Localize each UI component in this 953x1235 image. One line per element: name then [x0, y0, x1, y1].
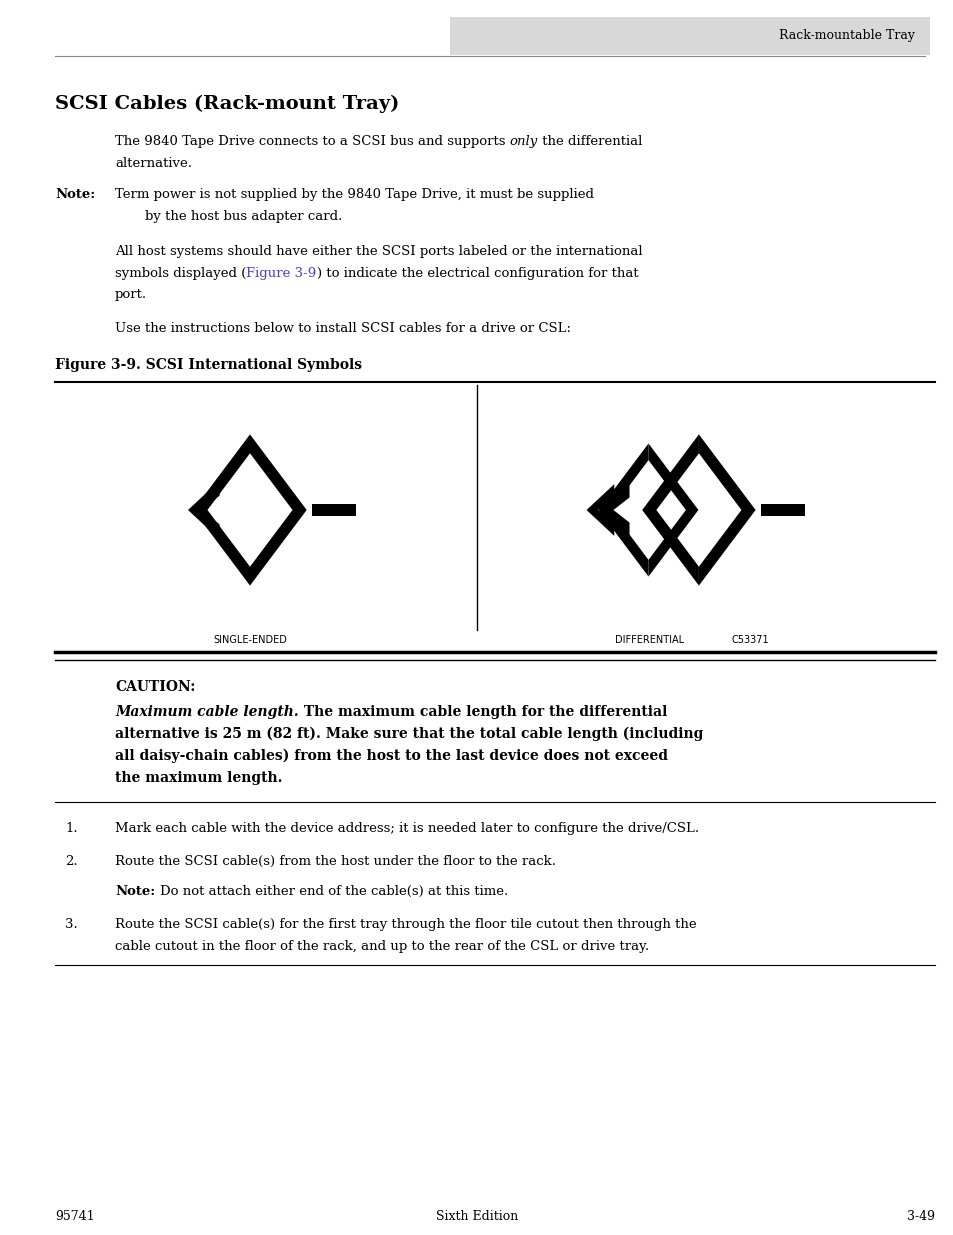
Text: by the host bus adapter card.: by the host bus adapter card.	[145, 210, 342, 224]
Text: all daisy-chain cables) from the host to the last device does not exceed: all daisy-chain cables) from the host to…	[115, 748, 667, 763]
Polygon shape	[193, 510, 250, 585]
Text: 1.: 1.	[65, 823, 77, 835]
Text: The 9840 Tape Drive connects to a SCSI bus and supports: The 9840 Tape Drive connects to a SCSI b…	[115, 135, 509, 148]
Text: ) to indicate the electrical configuration for that: ) to indicate the electrical configurati…	[316, 267, 638, 280]
Text: CAUTION:: CAUTION:	[115, 680, 195, 694]
Text: All host systems should have either the SCSI ports labeled or the international: All host systems should have either the …	[115, 245, 642, 258]
Polygon shape	[699, 435, 755, 510]
Text: Figure 3-9: Figure 3-9	[246, 267, 316, 280]
Text: SINGLE-ENDED: SINGLE-ENDED	[213, 635, 287, 645]
Text: SCSI Cables (Rack-mount Tray): SCSI Cables (Rack-mount Tray)	[55, 95, 399, 114]
Text: 95741: 95741	[55, 1210, 94, 1223]
Polygon shape	[250, 435, 306, 510]
Text: C53371: C53371	[730, 635, 768, 645]
Text: DIFFERENTIAL: DIFFERENTIAL	[615, 635, 684, 645]
Text: Note:: Note:	[115, 885, 155, 898]
Text: Use the instructions below to install SCSI cables for a drive or CSL:: Use the instructions below to install SC…	[115, 322, 571, 335]
Polygon shape	[648, 510, 698, 577]
Text: the maximum length.: the maximum length.	[115, 771, 282, 785]
Bar	[760, 504, 804, 516]
Text: 3-49: 3-49	[906, 1210, 934, 1223]
Polygon shape	[188, 480, 219, 540]
Text: Route the SCSI cable(s) for the first tray through the floor tile cutout then th: Route the SCSI cable(s) for the first tr…	[115, 918, 696, 931]
Text: the differential: the differential	[537, 135, 641, 148]
Polygon shape	[648, 443, 698, 510]
Polygon shape	[250, 510, 306, 585]
Polygon shape	[586, 484, 614, 536]
Text: alternative.: alternative.	[115, 157, 192, 170]
Polygon shape	[598, 443, 648, 510]
Text: symbols displayed (: symbols displayed (	[115, 267, 246, 280]
Polygon shape	[699, 510, 755, 585]
Text: Route the SCSI cable(s) from the host under the floor to the rack.: Route the SCSI cable(s) from the host un…	[115, 855, 556, 868]
Text: only: only	[509, 135, 537, 148]
Bar	[312, 504, 355, 516]
Text: Figure 3-9. SCSI International Symbols: Figure 3-9. SCSI International Symbols	[55, 358, 362, 372]
Text: Note:: Note:	[55, 188, 95, 201]
Text: Do not attach either end of the cable(s) at this time.: Do not attach either end of the cable(s)…	[160, 885, 508, 898]
Text: port.: port.	[115, 288, 147, 301]
Polygon shape	[641, 435, 699, 510]
Text: Term power is not supplied by the 9840 Tape Drive, it must be supplied: Term power is not supplied by the 9840 T…	[115, 188, 594, 201]
Polygon shape	[601, 484, 629, 536]
Text: Mark each cable with the device address; it is needed later to configure the dri: Mark each cable with the device address;…	[115, 823, 699, 835]
Polygon shape	[598, 510, 648, 577]
Polygon shape	[193, 435, 250, 510]
Polygon shape	[641, 510, 699, 585]
Text: cable cutout in the floor of the rack, and up to the rear of the CSL or drive tr: cable cutout in the floor of the rack, a…	[115, 940, 648, 953]
Text: 3.: 3.	[65, 918, 77, 931]
FancyBboxPatch shape	[450, 17, 929, 56]
Text: Sixth Edition: Sixth Edition	[436, 1210, 517, 1223]
Text: Rack-mountable Tray: Rack-mountable Tray	[779, 30, 914, 42]
Text: 2.: 2.	[65, 855, 77, 868]
Text: Maximum cable length.: Maximum cable length.	[115, 705, 298, 719]
Text: alternative is 25 m (82 ft). Make sure that the total cable length (including: alternative is 25 m (82 ft). Make sure t…	[115, 727, 702, 741]
Text: The maximum cable length for the differential: The maximum cable length for the differe…	[298, 705, 666, 719]
